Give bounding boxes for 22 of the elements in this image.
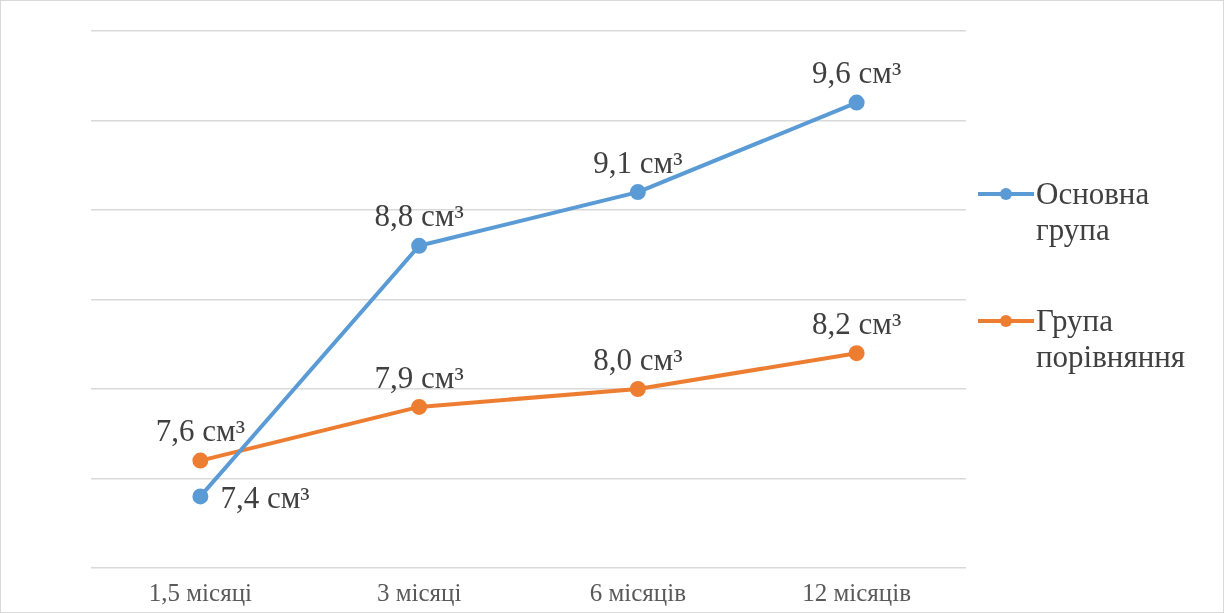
data-label: 8,8 см³ — [374, 198, 464, 234]
point — [848, 345, 865, 362]
data-label: 7,4 см³ — [220, 480, 310, 516]
data-label: 8,2 см³ — [812, 305, 902, 341]
data-label: 8,0 см³ — [593, 341, 683, 377]
x-tick-label: 3 місяці — [376, 578, 462, 606]
point — [192, 452, 209, 469]
x-tick-label: 1,5 місяці — [148, 578, 253, 606]
point — [629, 381, 646, 397]
legend-label: Група порівняння — [1036, 303, 1187, 375]
point — [848, 94, 865, 111]
legend-label: Основна група — [1036, 176, 1151, 248]
data-label: 9,6 см³ — [812, 55, 902, 91]
x-tick-label: 6 місяців — [589, 578, 686, 606]
point — [192, 488, 209, 505]
point — [629, 184, 646, 201]
data-label: 7,6 см³ — [155, 413, 245, 449]
data-label: 9,1 см³ — [593, 144, 683, 180]
data-label: 7,9 см³ — [374, 359, 464, 395]
point — [411, 237, 428, 254]
x-tick-label: 12 місяців — [802, 578, 911, 606]
point — [411, 398, 428, 415]
